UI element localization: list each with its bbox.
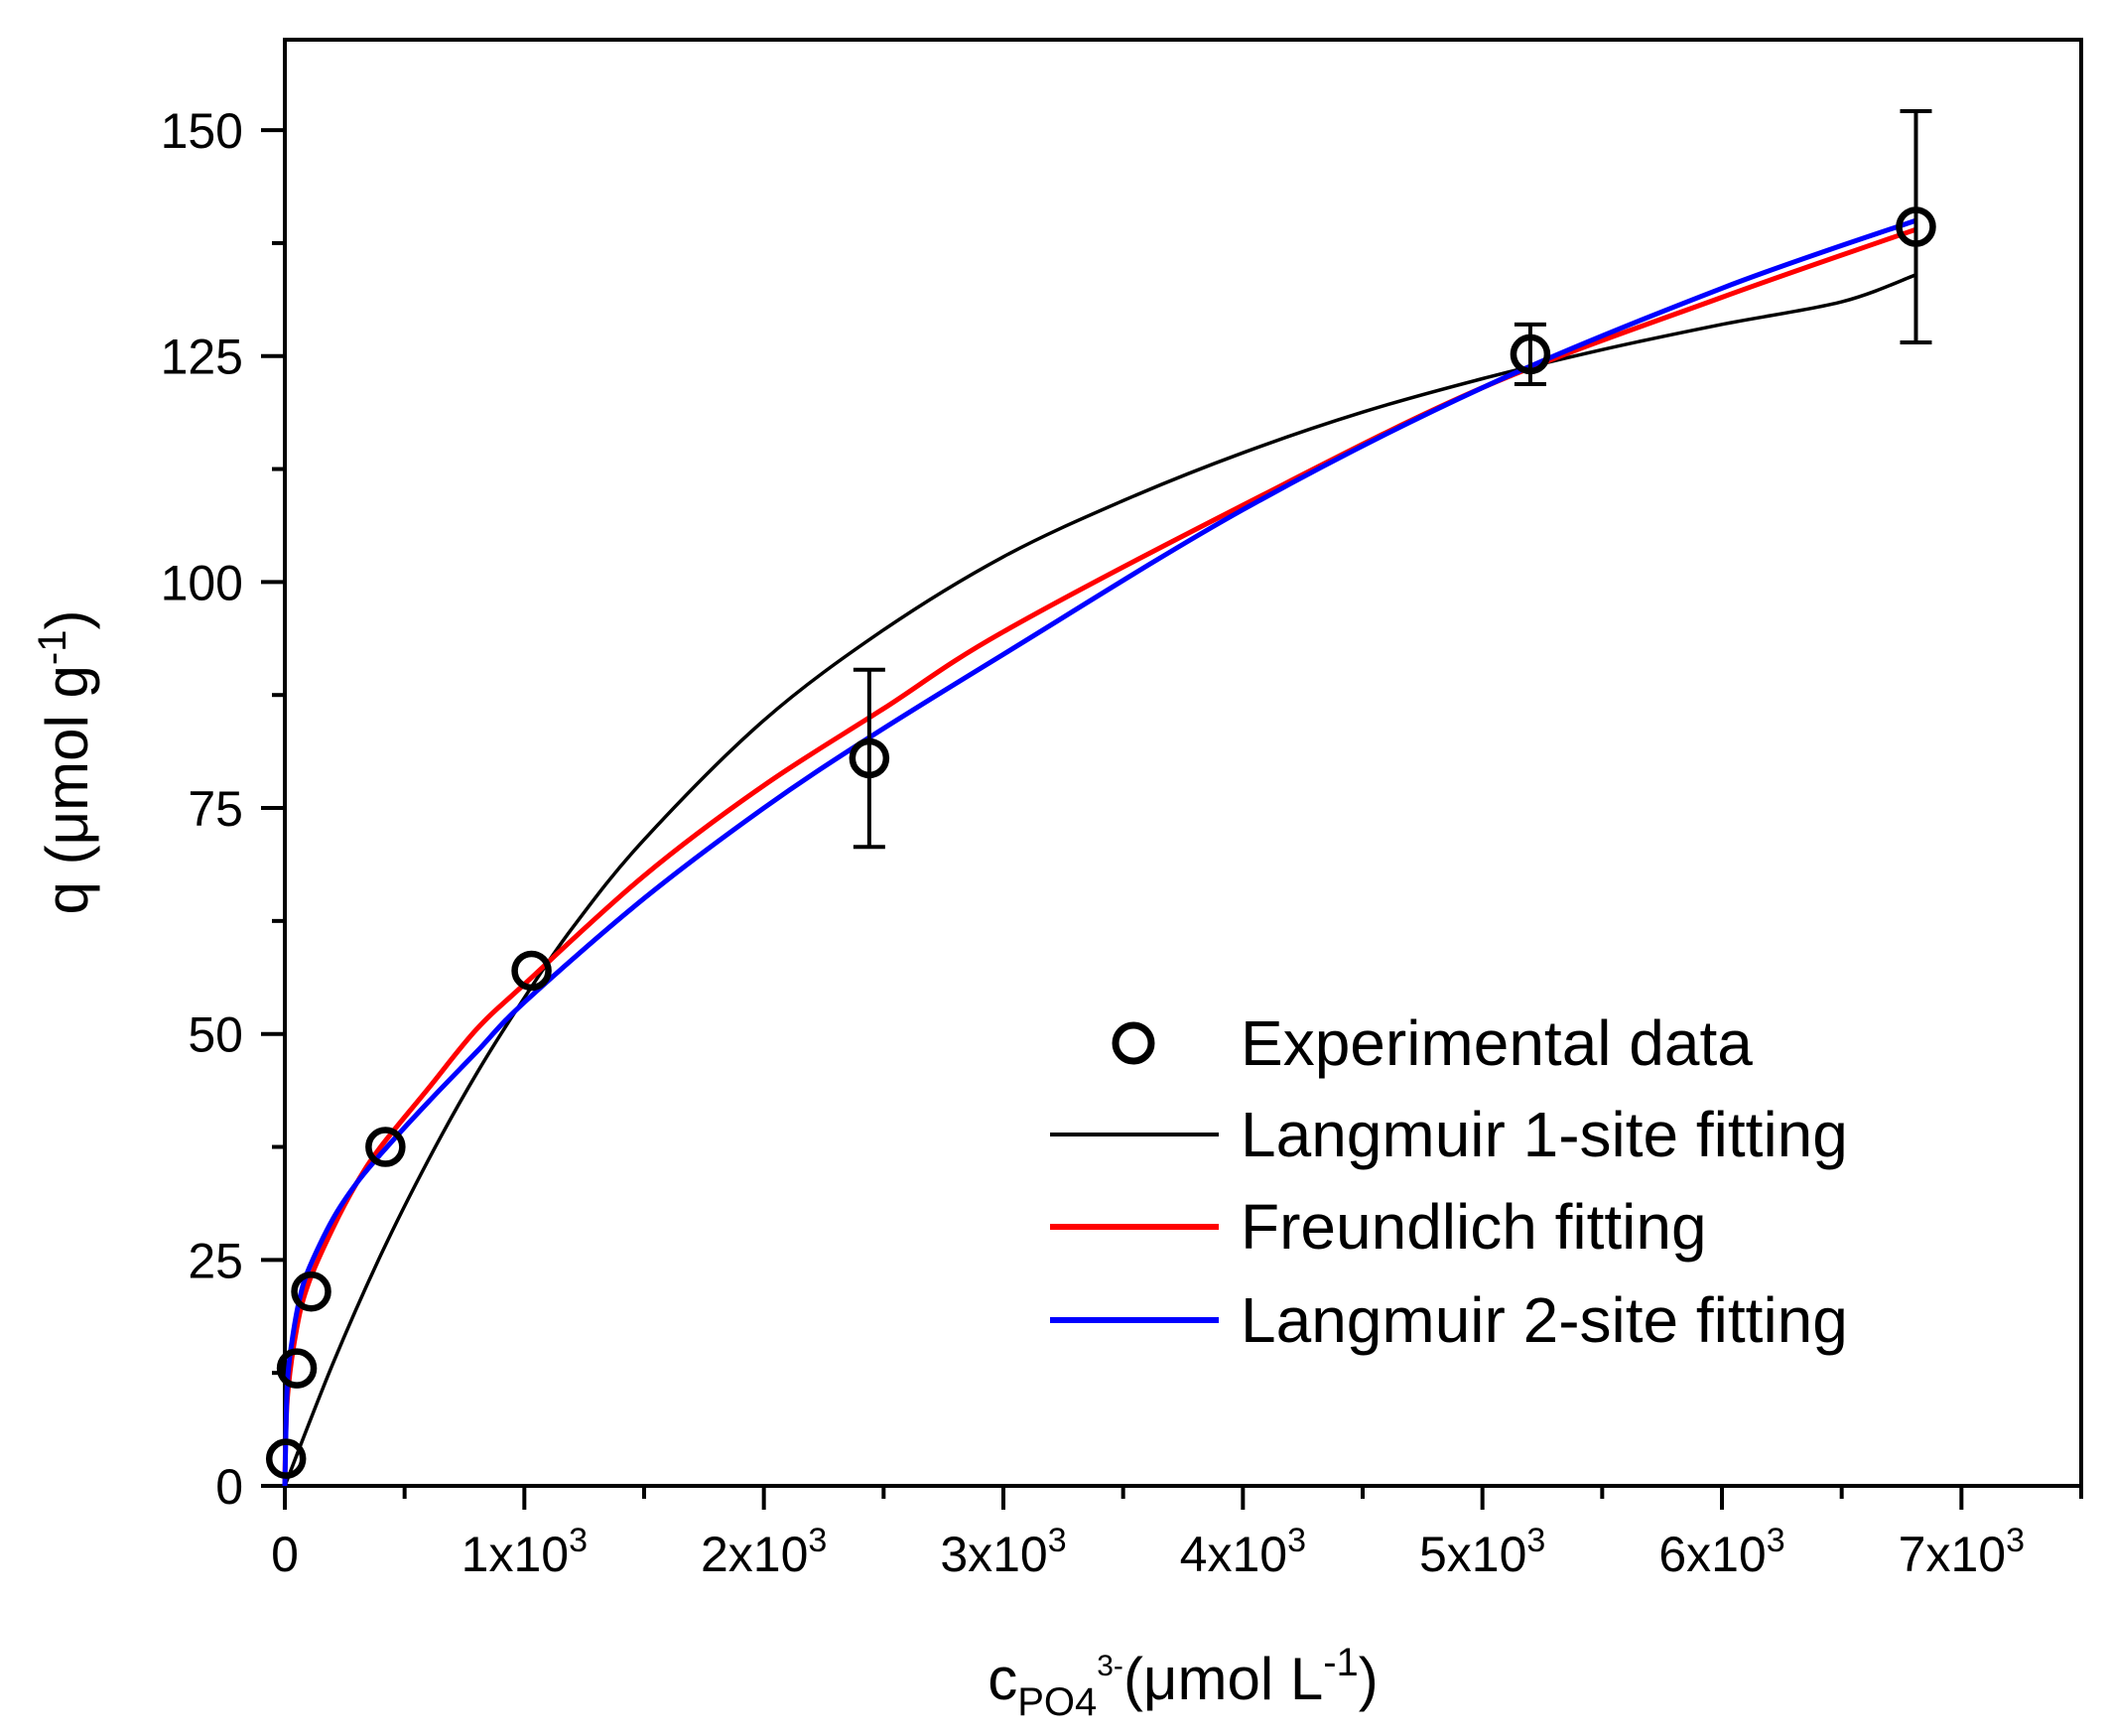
y-tick-label: 125	[161, 330, 243, 385]
plot-frame	[283, 38, 2083, 1488]
x-tick-label: 2x103	[701, 1522, 827, 1582]
x-tick-label: 4x103	[1180, 1522, 1306, 1582]
y-tick-label: 100	[161, 555, 243, 610]
y-axis-ticks	[261, 128, 285, 1488]
y-tick-label: 0	[215, 1459, 243, 1515]
legend-label-langmuir2: Langmuir 2-site fitting	[1241, 1284, 1848, 1356]
y-axis-tick-labels: 0 25 50 75 100 125 150	[161, 103, 243, 1515]
x-tick-label: 7x103	[1899, 1522, 2025, 1582]
legend-label-langmuir1: Langmuir 1-site fitting	[1241, 1099, 1848, 1170]
x-axis-ticks	[283, 1486, 2083, 1510]
x-tick-label: 1x103	[461, 1522, 588, 1582]
experimental-point	[365, 1127, 406, 1167]
legend-label-freundlich: Freundlich fitting	[1241, 1191, 1707, 1263]
langmuir-1site-curve	[283, 273, 1917, 1487]
y-axis-title: q (μmol g-1)	[31, 610, 100, 915]
x-axis-title: cPO43-(μmol L-1)	[988, 1641, 1379, 1724]
x-axis-tick-labels: 0 1x103 2x103 3x103 4x103 5x103 6x103 7x103	[271, 1522, 2025, 1582]
y-tick-label: 75	[188, 781, 243, 837]
x-tick-label: 6x103	[1658, 1522, 1784, 1582]
experimental-point	[1510, 334, 1551, 375]
experimental-point	[849, 737, 890, 779]
experimental-point	[1896, 206, 1936, 247]
x-tick-label: 3x103	[940, 1522, 1066, 1582]
y-tick-label: 25	[188, 1233, 243, 1288]
legend-label-experimental: Experimental data	[1241, 1007, 1753, 1079]
experimental-point	[265, 1438, 307, 1479]
legend: Experimental data Langmuir 1-site fittin…	[1050, 1007, 1848, 1356]
x-tick-label: 5x103	[1419, 1522, 1545, 1582]
experimental-points	[265, 108, 1936, 1479]
legend-marker-experimental	[1112, 1021, 1155, 1065]
experimental-point	[276, 1348, 318, 1389]
x-tick-label: 0	[271, 1527, 299, 1582]
experimental-point	[511, 950, 552, 992]
y-tick-label: 50	[188, 1007, 243, 1063]
y-tick-label: 150	[161, 103, 243, 159]
experimental-point	[291, 1270, 331, 1312]
